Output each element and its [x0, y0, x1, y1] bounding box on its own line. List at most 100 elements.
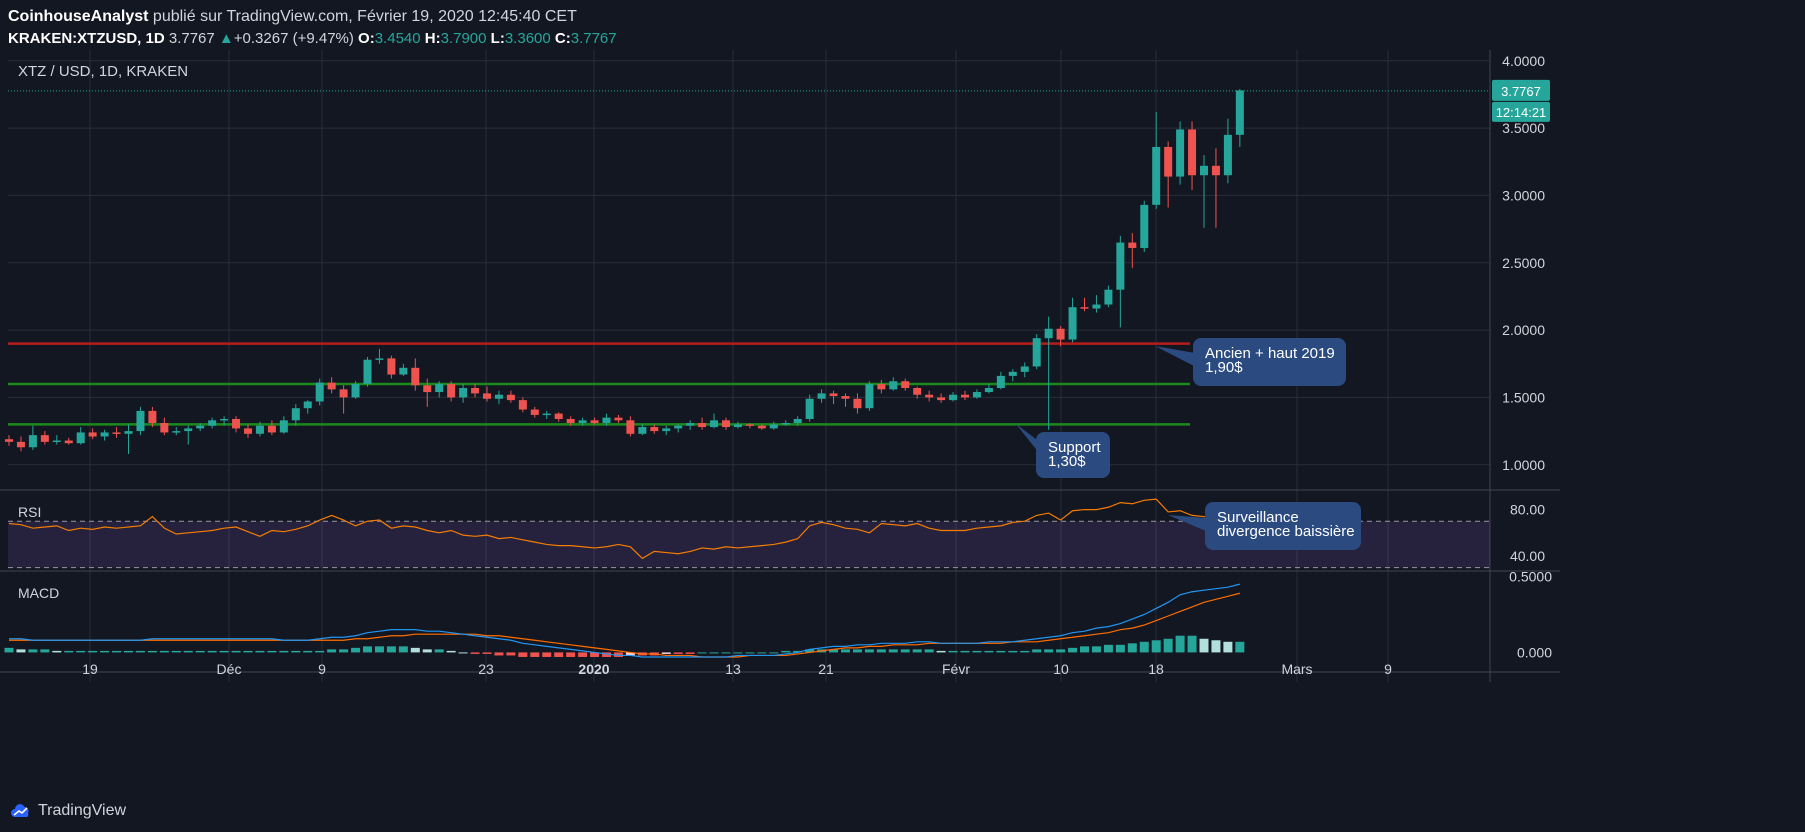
time-axis[interactable]: 19 Déc 9 23 2020 13 21 Févr 10 18 Mars 9 — [82, 661, 1392, 677]
histogram-bar — [1115, 644, 1125, 653]
macd-line — [9, 583, 1240, 658]
author-name[interactable]: CoinhouseAnalyst — [8, 8, 149, 25]
candle-body — [196, 425, 205, 429]
candle — [411, 358, 420, 391]
candle-body — [1164, 146, 1173, 177]
countdown-badge — [1492, 101, 1550, 122]
time-tick-label: 9 — [1384, 661, 1392, 677]
histogram-bar — [733, 652, 743, 654]
candle — [602, 413, 611, 426]
candle — [638, 424, 647, 436]
close-label: C: — [554, 30, 571, 47]
candle-body — [745, 424, 754, 426]
time-tick-label: 19 — [82, 661, 98, 677]
histogram-bar — [171, 650, 181, 653]
histogram-bar — [124, 650, 133, 653]
histogram-bar — [4, 647, 14, 653]
histogram-bar — [482, 652, 492, 654]
candle-body — [853, 398, 862, 409]
candle — [650, 424, 659, 434]
support-callout-pointer — [1016, 424, 1048, 465]
candle-body — [542, 413, 551, 416]
candle — [996, 371, 1005, 390]
tradingview-logo[interactable]: TradingView — [10, 802, 126, 820]
candle — [1152, 111, 1161, 209]
candle-body — [626, 420, 635, 434]
histogram-bar — [888, 649, 898, 653]
candle — [901, 378, 910, 391]
candle-body — [913, 388, 922, 395]
histogram-bar — [327, 649, 337, 653]
resistance-callout-text: Ancien + haut 2019 — [1205, 345, 1335, 362]
candle — [5, 435, 13, 446]
histogram-bar — [530, 652, 540, 657]
candle — [148, 406, 157, 428]
candle-body — [220, 418, 229, 421]
rsi-callout-box — [1205, 502, 1361, 550]
support-callout-box — [1036, 432, 1110, 478]
candle — [315, 378, 324, 406]
candle-body — [602, 417, 611, 424]
histogram-bar — [1032, 649, 1042, 653]
candle-body — [757, 425, 766, 429]
candle — [984, 383, 993, 394]
candle-body — [399, 367, 408, 375]
histogram-bar — [351, 647, 361, 653]
candle-body — [435, 383, 444, 393]
candle — [339, 385, 348, 414]
candle — [52, 435, 61, 445]
candle-body — [972, 392, 981, 398]
histogram-bar — [398, 646, 408, 653]
histogram-bar — [1091, 646, 1101, 653]
candle — [208, 417, 217, 429]
histogram-bar — [972, 650, 982, 653]
candle-body — [244, 428, 252, 434]
candle — [1140, 200, 1149, 252]
candle-body — [64, 440, 73, 444]
chart-area[interactable]: 1.0000 1.5000 2.0000 2.5000 3.0000 3.5000 4.00… — [0, 50, 1805, 790]
candle-body — [16, 441, 25, 448]
candle — [889, 377, 898, 391]
candle — [28, 425, 37, 450]
histogram-bar — [1068, 647, 1078, 653]
histogram-bar — [697, 652, 707, 654]
candle-body — [1020, 366, 1029, 372]
candle-body — [781, 423, 790, 425]
candlestick-series — [5, 89, 1244, 454]
candle-body — [5, 439, 13, 442]
candle — [232, 416, 241, 433]
candle-body — [28, 435, 37, 448]
candle-body — [1200, 165, 1208, 176]
histogram-bar — [1080, 646, 1089, 653]
candle — [829, 390, 838, 405]
low-label: L: — [490, 30, 505, 47]
histogram-bar — [52, 650, 62, 653]
histogram-bar — [709, 652, 719, 654]
candle — [1235, 89, 1244, 147]
price-axis[interactable]: 1.0000 1.5000 2.0000 2.5000 3.0000 3.5000 4.00… — [1492, 53, 1552, 661]
candle — [865, 381, 874, 411]
histogram-bar — [243, 650, 253, 653]
candle — [506, 390, 515, 403]
support-resistance-lines[interactable] — [8, 90, 1490, 426]
candle — [1164, 141, 1173, 208]
histogram-bar — [446, 650, 456, 653]
candle-body — [88, 432, 97, 437]
candle — [1128, 233, 1137, 269]
candle — [662, 425, 671, 436]
candle — [949, 392, 958, 402]
candle — [853, 393, 862, 414]
candle-body — [148, 410, 157, 424]
histogram-bar — [1044, 649, 1054, 653]
price-tick-label: 2.5000 — [1502, 255, 1545, 271]
candle-body — [160, 423, 169, 433]
histogram-bar — [315, 650, 325, 653]
rsi-label: RSI — [18, 504, 41, 520]
symbol-interval[interactable]: KRAKEN:XTZUSD, 1D — [8, 30, 165, 47]
candle-body — [1211, 165, 1220, 176]
candle — [542, 410, 551, 419]
low-value: 3.3600 — [504, 30, 551, 47]
candle — [196, 423, 205, 432]
